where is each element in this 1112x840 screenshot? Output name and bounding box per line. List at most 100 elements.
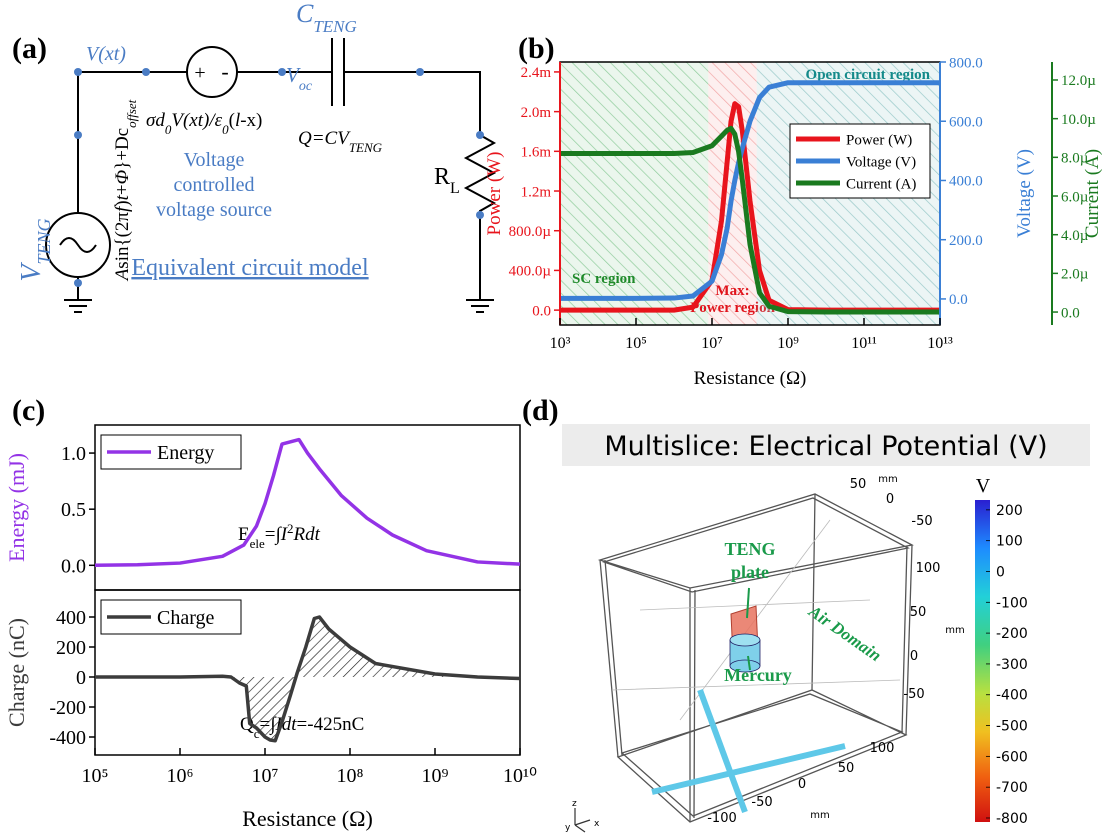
y-tick-label: 0.0: [532, 303, 551, 319]
text-part: Φ: [112, 170, 133, 184]
view-title: Multislice: Electrical Potential (V): [604, 431, 1047, 462]
panel-label: (d): [522, 394, 559, 427]
slice: [700, 690, 745, 812]
y-tick-label: 0.0: [1061, 305, 1080, 321]
text-part: C: [296, 0, 314, 28]
y-tick-label: 200.0: [949, 233, 983, 249]
colorbar-tick-label: -600: [996, 749, 1028, 765]
colorbar-tick-label: 100: [996, 534, 1023, 550]
axis-unit: mm: [810, 810, 829, 821]
text-part: -x): [240, 110, 262, 131]
axis-title: Power (W): [484, 152, 505, 236]
y-tick-label: 1.0: [61, 443, 86, 465]
circuit: + - V(xt) Voc CTENG σd0V(xt)/ε0(l-x) Vol…: [16, 0, 494, 312]
colorbar-tick-label: 0: [996, 564, 1005, 580]
x-tick-label: 10¹⁰: [503, 765, 537, 787]
axis-tick-label: -50: [911, 514, 932, 529]
source-expression: σd0V(xt)/ε0(l-x): [146, 110, 262, 137]
text-part: ele: [250, 536, 265, 551]
panel-label: (b): [518, 32, 555, 65]
text-part: L: [450, 180, 460, 197]
source-caption: controlled: [173, 174, 254, 196]
axis-title: Charge (nC): [4, 618, 29, 727]
model-caption: Equivalent circuit model: [131, 255, 369, 281]
source-caption: voltage source: [156, 199, 272, 221]
colorbar-tick-label: -500: [996, 719, 1028, 735]
y-tick-label: -200: [49, 697, 86, 719]
axis-tick-label: 50: [838, 761, 855, 776]
axis-title: Voltage (V): [1014, 149, 1035, 238]
y-tick-label: 400.0µ: [509, 264, 552, 280]
ac-symbol: [60, 238, 96, 252]
colorbar-label: V: [976, 475, 991, 497]
text-part: σd: [146, 110, 165, 131]
y-tick-label: 0.5: [61, 499, 86, 521]
x-tick-label: 10⁵: [82, 765, 109, 787]
axis-tick-label: -50: [751, 795, 772, 810]
y-tick-label: 600.0: [949, 114, 983, 130]
x-tick-label: 10⁷: [701, 335, 723, 352]
text-part: A: [112, 268, 133, 282]
node: [74, 279, 82, 287]
text-part: V(xt)/ε: [171, 110, 222, 131]
axis-tick-label: 0: [910, 649, 918, 664]
colorbar-tick-label: 200: [996, 503, 1023, 519]
y-tick-label: 2.0m: [521, 105, 552, 121]
text-part: oc: [299, 79, 313, 94]
triad-label: x: [594, 819, 600, 829]
source-label: VTENG: [16, 218, 54, 281]
colorbar-tick-label: -100: [996, 595, 1028, 611]
colorbar-tick-label: -800: [996, 811, 1028, 827]
legend-label: Charge: [157, 607, 215, 629]
y-tick-label: 800.0µ: [509, 224, 552, 240]
y-tick-label: 1.2m: [521, 184, 552, 200]
source-sign: -: [221, 59, 228, 84]
axis-unit: mm: [945, 625, 964, 636]
capacitor: [332, 38, 344, 106]
y-tick-label: 1.6m: [521, 145, 552, 161]
y-tick-label: -400: [49, 727, 86, 749]
node: [74, 131, 82, 139]
axis-triad: [575, 808, 590, 832]
y-tick-label: 2.4m: [521, 65, 552, 81]
node: [278, 68, 286, 76]
x-tick-label: 10⁹: [777, 335, 799, 352]
axis-tick-label: 0: [886, 492, 894, 507]
region-label: Max:: [715, 283, 749, 299]
figure: (a) (b) (c) (d) + - V(xt) Voc CTENG σd0V…: [0, 0, 1112, 840]
legend-label: Voltage (V): [846, 154, 916, 170]
x-tick-label: 10³: [550, 335, 571, 352]
node: [476, 131, 484, 139]
y-tick-label: 400: [56, 607, 86, 629]
y-tick-label: 200: [56, 637, 86, 659]
colorbar: [975, 500, 990, 822]
colorbar-tick-label: -200: [996, 626, 1028, 642]
x-tick-label: 10¹³: [927, 335, 953, 352]
object-label: Air Domain: [805, 601, 885, 665]
legend-label: Energy: [157, 442, 214, 464]
y-tick-label: 2.0µ: [1061, 267, 1089, 283]
text-part: offset: [124, 99, 139, 128]
axis-tick-label: 100: [870, 741, 895, 756]
x-tick-label: 10⁶: [167, 765, 194, 787]
y-tick-label: 400.0: [949, 174, 983, 190]
triad-label: z: [572, 799, 577, 809]
text-part: TENG: [349, 140, 383, 155]
object-label: TENG: [724, 539, 775, 559]
y-tick-label: 800.0: [949, 55, 983, 71]
y-tick-label: 0.0: [949, 292, 968, 308]
legend-label: Power (W): [846, 132, 912, 148]
text-part: }+Dc: [112, 128, 133, 170]
node-label: Voc: [286, 63, 313, 94]
panel-label: (c): [12, 394, 45, 427]
page-body: (a) (b) (c) (d) + - V(xt) Voc CTENG σd0V…: [0, 0, 1112, 840]
y-tick-label: 10.0µ: [1061, 112, 1096, 128]
source-caption: Voltage: [184, 149, 245, 171]
axis-tick-label: 0: [798, 777, 806, 792]
ground: [64, 300, 494, 312]
node-label: V(xt): [86, 43, 126, 65]
x-axis-title: Resistance (Ω): [242, 806, 373, 831]
node: [74, 68, 82, 76]
legend-label: Current (A): [846, 176, 916, 192]
text-part: Rdt: [293, 524, 321, 545]
